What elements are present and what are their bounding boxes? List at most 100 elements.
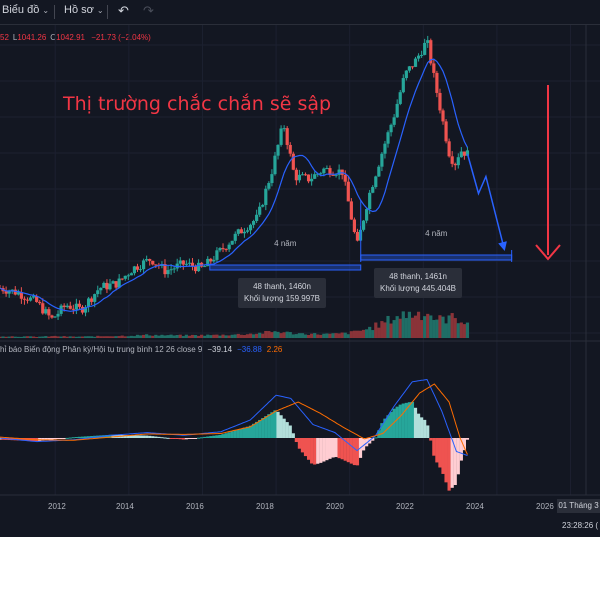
candle — [438, 92, 442, 111]
macd-histogram-bar — [465, 438, 470, 440]
volume-bar — [273, 331, 277, 338]
candle — [77, 303, 82, 307]
candle — [251, 220, 256, 225]
candle — [261, 204, 265, 207]
volume-bar — [187, 335, 192, 338]
candle — [184, 263, 188, 265]
headline-annotation[interactable]: Thị trường chắc chắn sẽ sập — [63, 93, 332, 115]
volume-bar — [404, 318, 408, 338]
candle — [258, 206, 262, 215]
candle — [346, 181, 350, 202]
volume-bar — [0, 336, 2, 338]
macd-histogram-bar — [251, 423, 256, 438]
macd-histogram-bar — [242, 427, 247, 438]
macd-histogram-bar — [233, 430, 237, 438]
volume-bar — [420, 320, 424, 338]
candle — [227, 244, 231, 250]
macd-histogram-bar — [343, 438, 347, 461]
macd-histogram-bar — [56, 438, 60, 439]
macd-histogram-bar — [355, 438, 360, 466]
volume-bar — [279, 333, 283, 338]
candle — [377, 166, 381, 177]
volume-bar — [151, 335, 155, 338]
candle — [141, 260, 146, 270]
macd-histogram-bar — [145, 435, 149, 438]
volume-bar — [349, 331, 353, 338]
price-chart[interactable]: 4 năm 4 năm — [0, 0, 600, 537]
candle — [279, 128, 283, 145]
signal-value: −36.88 — [237, 345, 262, 354]
volume-bar — [169, 334, 173, 338]
candle — [349, 201, 353, 220]
macd-histogram-bar — [300, 438, 305, 453]
volume-bar — [25, 336, 30, 338]
macd-histogram-bar — [172, 438, 176, 439]
candle — [401, 78, 405, 93]
macd-histogram-bar — [423, 419, 427, 438]
candle — [38, 301, 42, 304]
volume-bar — [251, 334, 256, 338]
volume-bar — [77, 336, 82, 338]
candle — [65, 305, 69, 308]
volume-bar — [224, 335, 228, 338]
volume-bar — [276, 331, 280, 338]
candle — [224, 249, 228, 251]
candle — [111, 281, 115, 284]
candle — [193, 266, 198, 272]
macd-histogram-bar — [44, 438, 48, 441]
undo-icon[interactable]: ↶ — [118, 3, 129, 18]
volume-bar — [325, 333, 329, 338]
macd-histogram-bar — [294, 438, 298, 443]
candle — [371, 187, 375, 193]
volume-bar — [196, 335, 201, 338]
candle — [355, 231, 360, 241]
top-toolbar: Biểu đồ ⌄ Hồ sơ ⌄ ↶ ↷ — [0, 0, 600, 25]
candle — [282, 128, 286, 130]
volume-bar — [203, 335, 207, 338]
volume-bar — [374, 322, 378, 338]
volume-bar — [96, 335, 100, 338]
volume-bar — [358, 330, 363, 338]
macd-histogram-bar — [328, 438, 332, 459]
profile-menu[interactable]: Hồ sơ ⌄ — [64, 4, 104, 16]
volume-bar — [248, 333, 253, 338]
redo-icon[interactable]: ↷ — [143, 3, 154, 18]
chart-menu[interactable]: Biểu đồ ⌄ — [2, 4, 49, 16]
macd-histogram-bar — [62, 438, 66, 439]
candle — [96, 290, 100, 295]
candle — [239, 229, 243, 234]
volume-bar — [215, 334, 219, 338]
macd-histogram-bar — [132, 435, 137, 438]
time-axis-label: 2026 — [536, 502, 554, 511]
macd-histogram-bar — [325, 438, 329, 461]
candle — [248, 224, 253, 231]
candle — [215, 250, 219, 260]
macd-histogram-bar — [258, 419, 262, 438]
volume-bar — [99, 336, 103, 338]
candle — [383, 143, 387, 154]
moving-average-line — [0, 58, 468, 312]
volume-bar — [392, 320, 396, 338]
volume-bar — [53, 335, 57, 338]
volume-bar — [383, 322, 387, 338]
macd-histogram-bar — [83, 436, 88, 438]
macd-legend[interactable]: hỉ báo Biến động Phân kỳ/Hội tụ trung bì… — [0, 345, 282, 354]
volume-bar — [245, 334, 250, 338]
measure-tooltip-1: 48 thanh, 1460n Khối lượng 159.997B — [238, 278, 326, 308]
volume-bar — [102, 336, 106, 338]
candle — [319, 173, 323, 175]
volume-bar — [319, 334, 323, 338]
macd-histogram-bar — [230, 431, 234, 438]
macd-histogram-bar — [0, 438, 2, 440]
volume-bar — [282, 332, 286, 338]
volume-bar — [87, 336, 91, 338]
volume-bar — [163, 335, 167, 338]
macd-histogram-bar — [456, 438, 460, 475]
volume-bar — [416, 311, 421, 338]
chevron-down-icon: ⌄ — [42, 6, 50, 15]
candle — [32, 296, 36, 298]
macd-histogram-bar — [429, 438, 433, 441]
volume-bar — [288, 332, 292, 338]
volume-bar — [300, 333, 305, 338]
volume-bar — [459, 322, 463, 338]
